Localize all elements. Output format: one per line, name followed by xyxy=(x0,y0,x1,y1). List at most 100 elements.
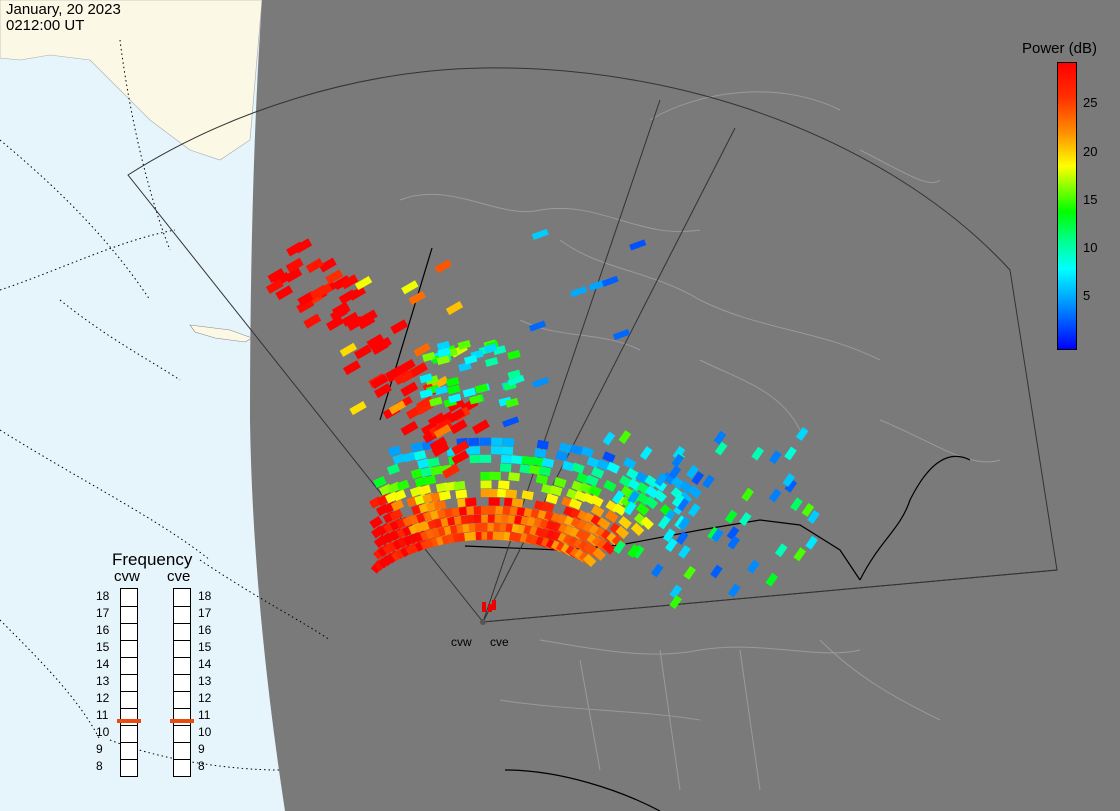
backscatter-cell xyxy=(774,543,788,558)
backscatter-cell xyxy=(536,439,549,450)
backscatter-cell xyxy=(400,381,419,397)
backscatter-cell xyxy=(314,283,333,299)
frequency-level-label: 14 xyxy=(96,657,110,671)
backscatter-cell xyxy=(631,544,645,559)
backscatter-cell xyxy=(784,478,798,493)
backscatter-cell xyxy=(629,239,647,251)
backscatter-cell xyxy=(285,257,304,273)
backscatter-cell xyxy=(463,354,478,365)
backscatter-cell xyxy=(354,344,372,360)
backscatter-cell xyxy=(471,419,490,435)
backscatter-cell xyxy=(604,510,619,523)
backscatter-cell xyxy=(455,489,468,499)
backscatter-cell xyxy=(612,329,631,341)
backscatter-cell xyxy=(602,541,616,555)
frequency-level-label: 18 xyxy=(96,589,110,603)
radar-name-cvw: cvw xyxy=(114,568,140,585)
backscatter-cell xyxy=(714,441,728,456)
backscatter-cell xyxy=(423,475,437,486)
backscatter-cell xyxy=(553,477,567,488)
backscatter-cell xyxy=(373,476,387,488)
frequency-level-label: 17 xyxy=(96,606,110,620)
backscatter-cell xyxy=(569,444,583,456)
frequency-grid-line xyxy=(174,725,190,741)
frequency-marker-cve xyxy=(170,718,194,723)
backscatter-cell xyxy=(507,374,525,387)
backscatter-cell xyxy=(635,502,650,516)
backscatter-cell xyxy=(653,489,667,503)
backscatter-cell xyxy=(267,268,286,284)
frequency-grid-line xyxy=(174,657,190,673)
backscatter-cell xyxy=(457,339,471,350)
backscatter-cell xyxy=(284,267,303,283)
backscatter-cell xyxy=(339,342,358,357)
backscatter-cell xyxy=(354,276,373,291)
backscatter-cell xyxy=(416,396,434,411)
backscatter-cell xyxy=(410,468,424,479)
backscatter-cell xyxy=(469,454,481,464)
backscatter-cell xyxy=(511,455,523,465)
backscatter-cell xyxy=(691,471,705,485)
graticule xyxy=(0,39,331,771)
backscatter-cell xyxy=(305,258,324,274)
colorbar-tick: 15 xyxy=(1083,192,1098,207)
backscatter-cell xyxy=(541,457,555,468)
backscatter-cell xyxy=(385,365,404,381)
backscatter-cell xyxy=(710,564,723,579)
backscatter-cell xyxy=(458,361,472,372)
backscatter-cell xyxy=(417,458,430,469)
frequency-level-label: 14 xyxy=(198,657,212,671)
backscatter-cell xyxy=(549,485,563,497)
backscatter-cell xyxy=(433,424,452,439)
radar-site-echo xyxy=(482,600,496,612)
backscatter-cell xyxy=(528,320,547,332)
backscatter-cell xyxy=(427,457,440,468)
backscatter-cell xyxy=(668,465,682,480)
backscatter-cell xyxy=(805,535,818,550)
frequency-grid-line xyxy=(174,640,190,656)
backscatter-cell xyxy=(480,488,492,498)
backscatter-cell xyxy=(561,460,575,472)
backscatter-cell xyxy=(654,472,668,487)
backscatter-cell xyxy=(489,471,501,481)
time-label: 0212:00 UT xyxy=(6,17,85,34)
frequency-grid-line xyxy=(121,725,137,741)
backscatter-cell xyxy=(586,456,600,469)
backscatter-cell xyxy=(571,462,585,474)
backscatter-cell xyxy=(570,286,588,298)
colorbar-tick: 5 xyxy=(1083,288,1091,303)
frequency-grid-line xyxy=(174,759,190,775)
frequency-level-label: 8 xyxy=(198,759,205,773)
backscatter-cell xyxy=(453,480,466,491)
colorbar-tick: 10 xyxy=(1083,240,1098,255)
backscatter-cell xyxy=(491,437,503,446)
backscatter-cell xyxy=(390,499,405,512)
backscatter-cell xyxy=(613,540,626,555)
backscatter-cell xyxy=(419,388,433,399)
backscatter-cell xyxy=(611,490,625,505)
backscatter-cell xyxy=(500,454,513,464)
backscatter-cell xyxy=(397,358,416,374)
backscatter-cell xyxy=(711,528,724,543)
backscatter-cell xyxy=(582,553,597,568)
backscatter-cell xyxy=(410,441,424,453)
backscatter-cell xyxy=(592,547,607,561)
backscatter-cell xyxy=(662,528,676,543)
backscatter-cell xyxy=(429,436,448,452)
frequency-level-label: 9 xyxy=(198,742,205,756)
backscatter-cell xyxy=(707,526,720,541)
backscatter-cell xyxy=(396,479,410,491)
backscatter-cell xyxy=(346,316,365,331)
backscatter-cell xyxy=(623,501,637,516)
frequency-grid-line xyxy=(174,708,190,724)
backscatter-cell xyxy=(747,559,760,574)
frequency-title: Frequency xyxy=(112,550,193,569)
backscatter-cell xyxy=(434,259,452,274)
backscatter-cell xyxy=(596,459,610,471)
backscatter-cell xyxy=(538,466,552,477)
backscatter-cell xyxy=(303,313,322,329)
backscatter-cell xyxy=(434,385,449,396)
frequency-level-label: 10 xyxy=(198,725,212,739)
backscatter-cell xyxy=(678,544,691,559)
backscatter-cell xyxy=(606,461,620,474)
